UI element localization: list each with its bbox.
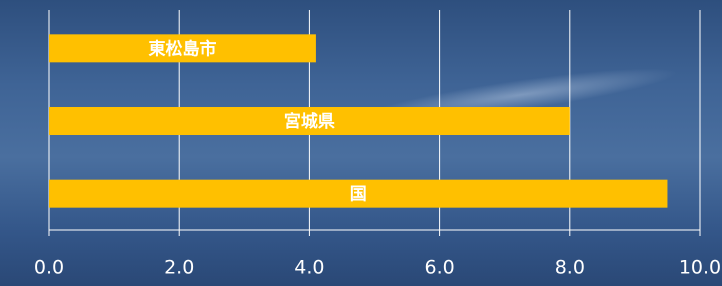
bar-label: 東松島市 [148,38,216,59]
chart: 0.0 2.0 4.0 6.0 8.0 10.0 東松島市宮城県国 [0,0,722,286]
x-tick-label: 10.0 [679,257,721,279]
bar-label: 宮城県 [284,111,335,132]
bar-label: 国 [350,185,367,205]
x-tick-label: 8.0 [555,257,585,279]
page: 0.02.04.06.08.010.0東松島市宮城県国 (() => { con… [0,0,722,286]
x-tick-label: 0.0 [34,257,64,279]
x-tick-label: 6.0 [424,257,454,279]
x-tick-label: 2.0 [164,257,194,279]
x-tick-label: 4.0 [294,257,324,279]
